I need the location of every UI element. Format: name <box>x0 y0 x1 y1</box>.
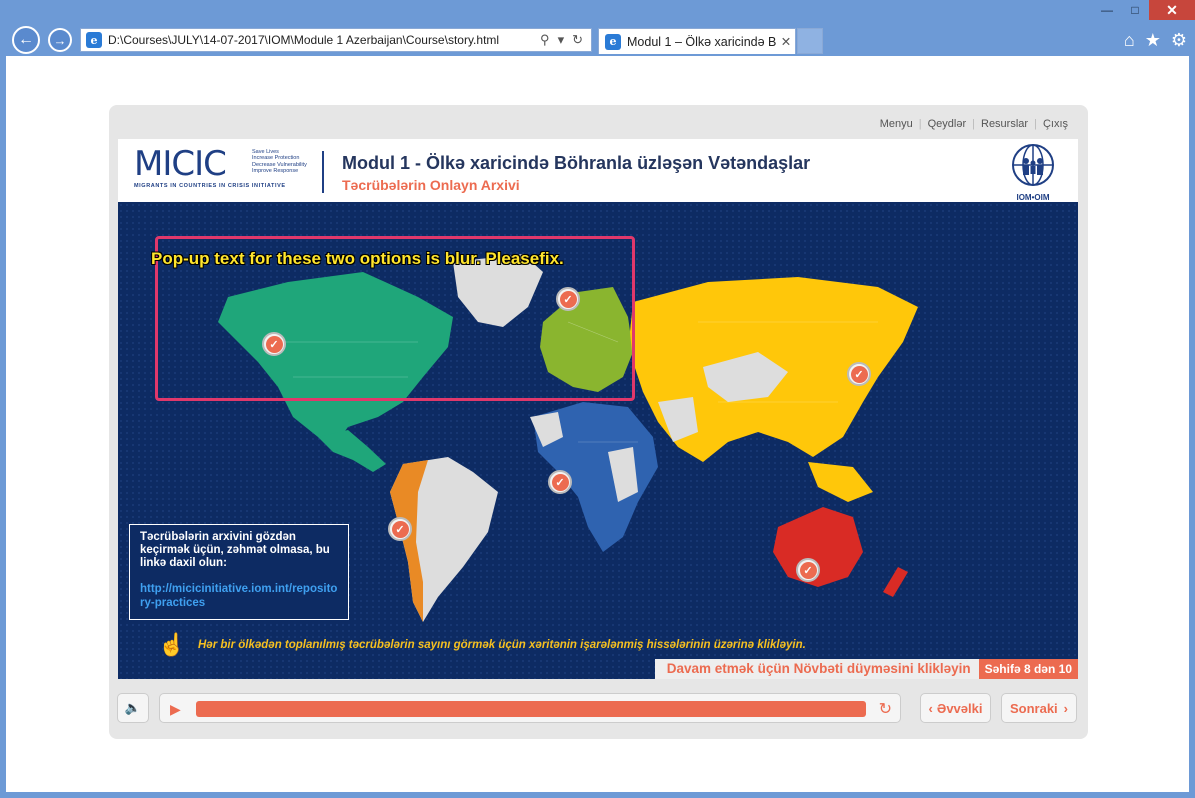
speaker-icon: 🔈 <box>124 700 142 715</box>
header-divider <box>322 151 324 193</box>
chevron-left-icon: ‹ <box>928 700 933 716</box>
window-controls: — □ ✕ <box>1093 0 1195 22</box>
resources-link[interactable]: Resurslar <box>981 118 1029 130</box>
prev-button[interactable]: ‹ Əvvəlki <box>920 693 991 723</box>
menu-link[interactable]: Menyu <box>879 118 913 130</box>
archive-link[interactable]: http://micicinitiative.iom.int/repositor… <box>140 583 338 609</box>
notes-link[interactable]: Qeydlər <box>927 118 967 130</box>
pin-europe[interactable]: ✓ <box>556 287 580 311</box>
address-url[interactable]: D:\Courses\JULY\14-07-2017\IOM\Module 1 … <box>108 33 500 47</box>
replay-icon[interactable]: ↻ <box>878 701 892 718</box>
iom-globe-icon <box>1012 144 1054 186</box>
chevron-right-icon: › <box>1063 700 1069 716</box>
hand-pointer-icon: ☝ <box>158 632 186 657</box>
check-icon: ✓ <box>391 520 409 538</box>
home-icon[interactable]: ⌂ <box>1123 30 1135 50</box>
review-annotation-box <box>155 236 635 401</box>
seekbar-progress[interactable] <box>196 701 866 717</box>
close-window-icon[interactable]: ✕ <box>1149 0 1195 20</box>
back-arrow-icon: ← <box>18 31 34 48</box>
pin-north-america[interactable]: ✓ <box>262 332 286 356</box>
seekbar[interactable]: ▶ ↻ <box>159 693 901 723</box>
tab-course[interactable]: e Modul 1 – Ölkə xaricində B... ✕ <box>598 28 796 54</box>
iom-logo: IOM•OIM <box>998 143 1068 202</box>
search-icon[interactable]: ⚲ <box>540 32 550 47</box>
player-controls: 🔈 ▶ ↻ ‹ Əvvəlki Sonraki › <box>117 693 1077 725</box>
next-label: Sonraki <box>1009 700 1058 716</box>
maximize-icon[interactable]: □ <box>1131 3 1139 17</box>
back-button[interactable]: ← <box>12 26 40 54</box>
minimize-icon[interactable]: — <box>1101 3 1113 17</box>
continue-message: Davam etmək üçün Növbəti düyməsini klikl… <box>654 659 979 679</box>
settings-gear-icon[interactable]: ⚙ <box>1170 30 1187 50</box>
next-button[interactable]: Sonraki › <box>1001 693 1077 723</box>
map-hint: ☝ Hər bir ölkədən toplanılmış təcrübələr… <box>158 630 806 660</box>
player-top-nav: Menyu | Qeydlər | Resurslar | Çıxış <box>874 118 1074 130</box>
check-icon: ✓ <box>551 473 569 491</box>
pin-south-america[interactable]: ✓ <box>388 517 412 541</box>
slide: MICIC Save Lives Increase Protection Dec… <box>118 139 1078 679</box>
check-icon: ✓ <box>850 365 868 383</box>
refresh-icon[interactable]: ↻ <box>572 32 583 47</box>
ie-page-icon: e <box>86 32 102 48</box>
close-tab-icon[interactable]: ✕ <box>780 35 792 49</box>
browser-chrome: — □ ✕ ← → e D:\Courses\JULY\14-07-2017\I… <box>0 0 1195 56</box>
address-bar[interactable]: e D:\Courses\JULY\14-07-2017\IOM\Module … <box>80 28 592 52</box>
review-annotation-text: Pop-up text for these two options is blu… <box>151 249 564 268</box>
world-map: ✓ ✓ ✓ ✓ ✓ ✓ Pop-up text for these two op… <box>118 202 1078 679</box>
forward-button[interactable]: → <box>48 28 72 52</box>
pin-africa[interactable]: ✓ <box>548 470 572 494</box>
slide-header: MICIC Save Lives Increase Protection Dec… <box>118 139 1078 202</box>
new-tab-button[interactable] <box>797 28 823 54</box>
map-hint-text: Hər bir ölkədən toplanılmış təcrübələrin… <box>198 639 806 651</box>
course-player: Menyu | Qeydlər | Resurslar | Çıxış MICIC S… <box>109 105 1088 739</box>
ie-tab-icon: e <box>605 33 621 50</box>
play-icon[interactable]: ▶ <box>170 701 181 717</box>
check-icon: ✓ <box>559 290 577 308</box>
pin-asia[interactable]: ✓ <box>847 362 871 386</box>
dropdown-icon[interactable]: ▾ <box>557 32 565 47</box>
forward-arrow-icon: → <box>53 32 67 48</box>
pin-oceania[interactable]: ✓ <box>796 558 820 582</box>
tab-title: Modul 1 – Ölkə xaricində B... <box>627 34 777 49</box>
module-title: Modul 1 - Ölkə xaricində Böhranla üzləşə… <box>342 153 811 173</box>
prev-label: Əvvəlki <box>936 700 983 716</box>
archive-info-box: Təcrübələrin arxivini gözdən keçirmək üç… <box>129 524 349 620</box>
archive-info-text: Təcrübələrin arxivini gözdən keçirmək üç… <box>140 531 330 569</box>
volume-button[interactable]: 🔈 <box>117 693 149 723</box>
favorites-star-icon[interactable]: ★ <box>1144 30 1161 50</box>
check-icon: ✓ <box>799 561 817 579</box>
exit-link[interactable]: Çıxış <box>1042 118 1068 130</box>
page-indicator: Səhifə 8 dən 10 <box>978 659 1078 679</box>
page-viewport: Menyu | Qeydlər | Resurslar | Çıxış MICIC S… <box>6 56 1189 792</box>
check-icon: ✓ <box>265 335 283 353</box>
slide-footer: Davam etmək üçün Növbəti düyməsini klikl… <box>654 659 1078 679</box>
micic-logo: MICIC Save Lives Increase Protection Dec… <box>134 147 307 189</box>
module-subtitle: Təcrübələrin Onlayn Arxivi <box>342 177 520 193</box>
micic-taglines: Save Lives Increase Protection Decrease … <box>252 149 307 174</box>
